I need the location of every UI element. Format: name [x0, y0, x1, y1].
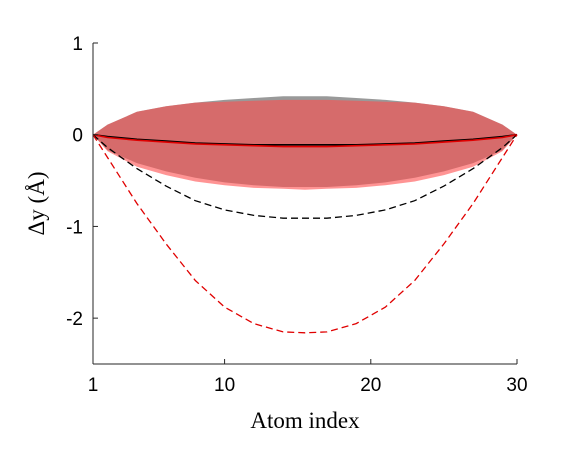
x-tick-label: 20 — [360, 375, 381, 396]
x-tick-label: 10 — [214, 375, 235, 396]
series-line-1 — [92, 133, 518, 146]
series-line-2 — [92, 133, 518, 148]
x-tick-label: 30 — [506, 375, 527, 396]
series-line-4 — [92, 134, 518, 334]
axes — [92, 43, 517, 365]
y-tick-label: -1 — [66, 217, 83, 238]
y-axis-label: Δy (Å) — [24, 172, 49, 236]
x-axis-label: Atom index — [250, 408, 360, 433]
y-tick-label: 0 — [72, 126, 83, 147]
y-tick-label: -2 — [66, 309, 83, 330]
confidence-bands — [93, 96, 517, 190]
series-line-3 — [92, 134, 518, 219]
y-tick-label: 1 — [72, 34, 83, 55]
x-tick-label: 1 — [88, 375, 99, 396]
series-lines — [92, 133, 518, 334]
